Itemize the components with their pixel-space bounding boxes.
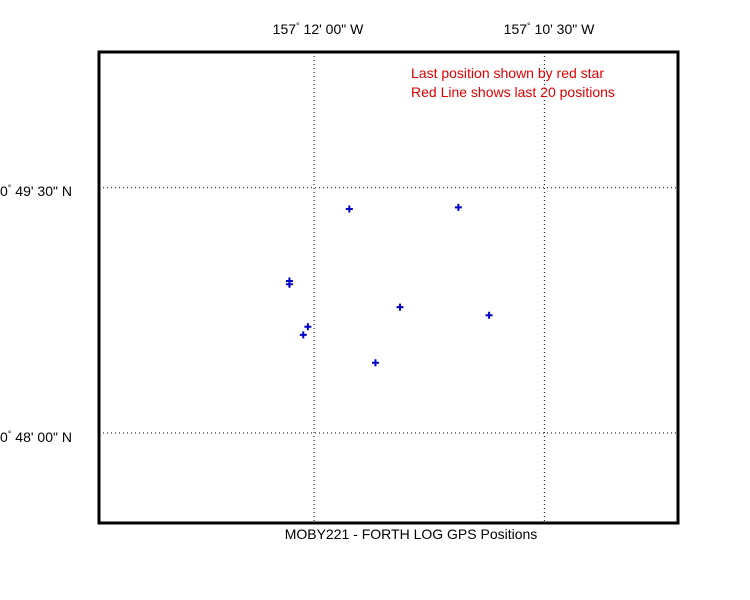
position-marker-5 (485, 311, 493, 319)
position-marker-1 (454, 203, 462, 211)
plot-frame (97, 50, 680, 525)
grid-lines (99, 52, 678, 523)
position-marker-8 (371, 359, 379, 367)
position-marker-3 (285, 280, 293, 288)
position-markers (285, 203, 493, 367)
position-marker-4 (396, 303, 404, 311)
chart-title: MOBY221 - FORTH LOG GPS Positions (285, 526, 538, 542)
annotation-red-line: Red Line shows last 20 positions (411, 84, 615, 100)
position-marker-6 (304, 323, 312, 331)
x-tick-label-0: 157° 12' 00" W (273, 21, 364, 37)
y-tick-label-1: 0° 48' 00" N (0, 429, 72, 445)
x-tick-label-1: 157° 10' 30" W (504, 21, 595, 37)
y-tick-label-0: 0° 49' 30" N (0, 183, 72, 199)
annotation-last-position: Last position shown by red star (411, 65, 604, 81)
position-marker-7 (299, 331, 307, 339)
position-marker-0 (345, 205, 353, 213)
